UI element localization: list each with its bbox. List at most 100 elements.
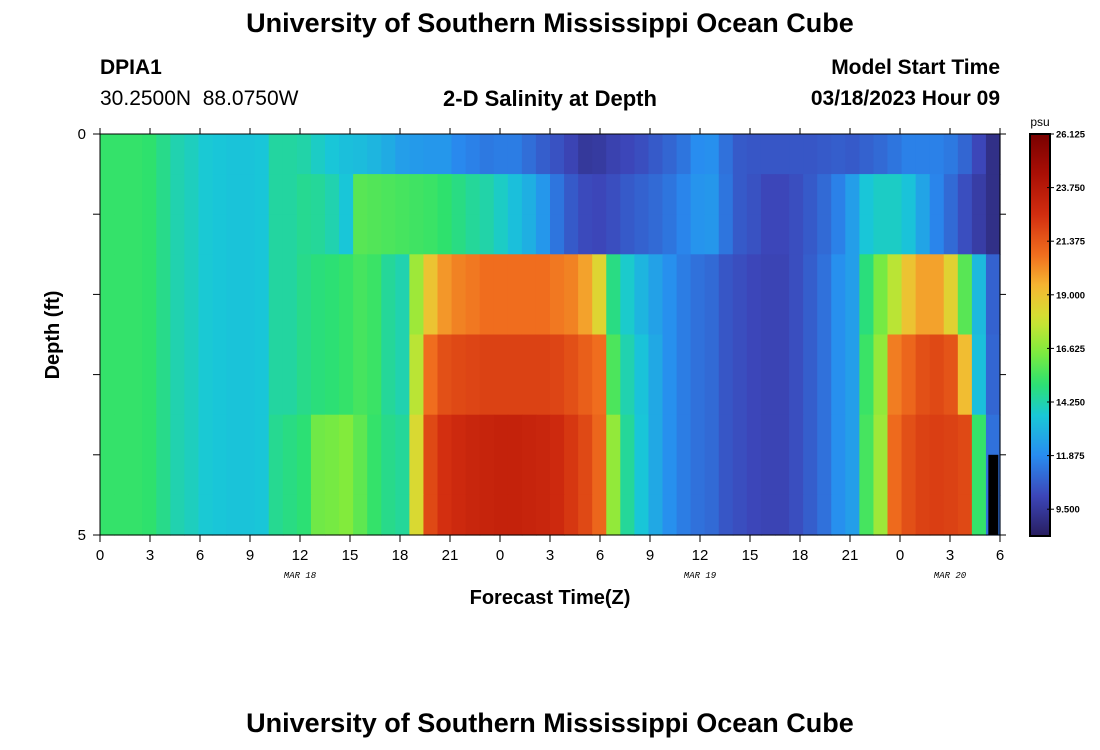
heatmap-cell	[606, 174, 621, 215]
x-tick-label: 12	[692, 547, 709, 564]
heatmap-cell	[606, 414, 621, 496]
heatmap-cell	[142, 134, 157, 175]
heatmap-cell	[564, 174, 579, 215]
heatmap-cell	[465, 174, 481, 215]
heatmap-cell	[803, 414, 818, 496]
heatmap-cell	[803, 174, 818, 215]
heatmap-cell	[648, 134, 664, 175]
heatmap-cell	[704, 254, 720, 336]
heatmap-cell	[732, 174, 748, 215]
heatmap-cell	[128, 174, 143, 215]
heatmap-cell	[479, 174, 495, 215]
heatmap-cell	[789, 494, 804, 536]
heatmap-cell	[915, 134, 931, 175]
heatmap-cell	[676, 214, 692, 255]
heatmap-cell	[887, 254, 903, 336]
heatmap-cell	[282, 254, 298, 336]
heatmap-cell	[479, 414, 495, 496]
heatmap-cell	[395, 134, 410, 175]
heatmap-cell	[676, 334, 692, 416]
heatmap-cell	[254, 334, 270, 416]
model-start-time: 03/18/2023 Hour 09	[810, 87, 1000, 110]
heatmap-cell	[789, 334, 804, 416]
heatmap-cell	[339, 334, 354, 416]
heatmap-cell	[817, 134, 832, 175]
heatmap-cell	[325, 494, 340, 536]
heatmap-cell	[789, 254, 804, 336]
heatmap-cell	[367, 494, 382, 536]
heatmap-cell	[423, 414, 439, 496]
heatmap-cell	[395, 214, 410, 255]
x-tick-label: 3	[146, 547, 154, 564]
heatmap-cell	[690, 214, 706, 255]
heatmap-cell	[746, 134, 762, 175]
heatmap-cell	[957, 254, 973, 336]
heatmap-cell	[606, 134, 621, 175]
heatmap-cell	[578, 134, 593, 175]
heatmap-cell	[437, 134, 453, 175]
heatmap-cell	[662, 334, 678, 416]
salinity-heatmap-chart: 0 3 6 9 12 15 18 21 0 3 6 9 12 15 18 21 0 3 6 MAR 18 MAR 19 M…	[42, 115, 1086, 609]
heatmap-cell	[521, 214, 537, 255]
heatmap-cell	[648, 254, 664, 336]
date-label: MAR 18	[284, 571, 317, 581]
heatmap-cell	[437, 414, 453, 496]
heatmap-cell	[409, 214, 425, 255]
heatmap-cell	[620, 254, 635, 336]
heatmap-cell	[718, 134, 734, 175]
heatmap-cell	[943, 174, 959, 215]
heatmap-cell	[606, 494, 621, 536]
heatmap-cell	[578, 254, 593, 336]
heatmap-cell	[578, 334, 593, 416]
heatmap-cell	[718, 494, 734, 536]
heatmap-cell	[564, 414, 579, 496]
heatmap-cell	[339, 174, 354, 215]
heatmap-cell	[690, 174, 706, 215]
heatmap-cell	[212, 134, 228, 175]
heatmap-cell	[325, 134, 340, 175]
heatmap-cell	[310, 174, 326, 215]
heatmap-cell	[409, 494, 425, 536]
heatmap-cell	[803, 134, 818, 175]
heatmap-cell	[887, 134, 903, 175]
heatmap-cell	[564, 254, 579, 336]
heatmap-cell	[367, 214, 382, 255]
heatmap-cell	[535, 254, 551, 336]
heatmap-cell	[901, 494, 917, 536]
heatmap-cell	[423, 134, 439, 175]
heatmap-cell	[465, 334, 481, 416]
heatmap-cell	[142, 174, 157, 215]
heatmap-cell	[409, 254, 425, 336]
heatmap-cell	[634, 174, 650, 215]
heatmap-cell	[831, 494, 846, 536]
heatmap-cell	[985, 254, 1001, 336]
heatmap-cell	[465, 134, 481, 175]
heatmap-cell	[718, 214, 734, 255]
heatmap-cell	[985, 174, 1001, 215]
heatmap-cell	[296, 494, 312, 536]
heatmap-cell	[156, 174, 171, 215]
heatmap-cell	[268, 254, 284, 336]
heatmap-cell	[690, 334, 706, 416]
heatmap-cell	[156, 214, 171, 255]
heatmap-cell	[746, 214, 762, 255]
heatmap-cell	[606, 214, 621, 255]
heatmap-cell	[873, 174, 889, 215]
heatmap-cell	[325, 254, 340, 336]
x-tick-label: 21	[442, 547, 459, 564]
heatmap-cell	[971, 414, 987, 496]
heatmap-cell	[662, 414, 678, 496]
heatmap-cell	[985, 334, 1001, 416]
heatmap-cell	[240, 254, 256, 336]
heatmap-cell	[732, 334, 748, 416]
heatmap-cell	[170, 174, 185, 215]
heatmap-cell	[184, 334, 200, 416]
x-tick-label: 12	[292, 547, 309, 564]
heatmap-cell	[170, 254, 185, 336]
heatmap-cell	[775, 174, 790, 215]
heatmap-cell	[465, 254, 481, 336]
heatmap-cell	[648, 414, 664, 496]
heatmap-cell	[535, 334, 551, 416]
y-tick-label: 0	[78, 126, 86, 143]
heatmap-cell	[493, 134, 509, 175]
